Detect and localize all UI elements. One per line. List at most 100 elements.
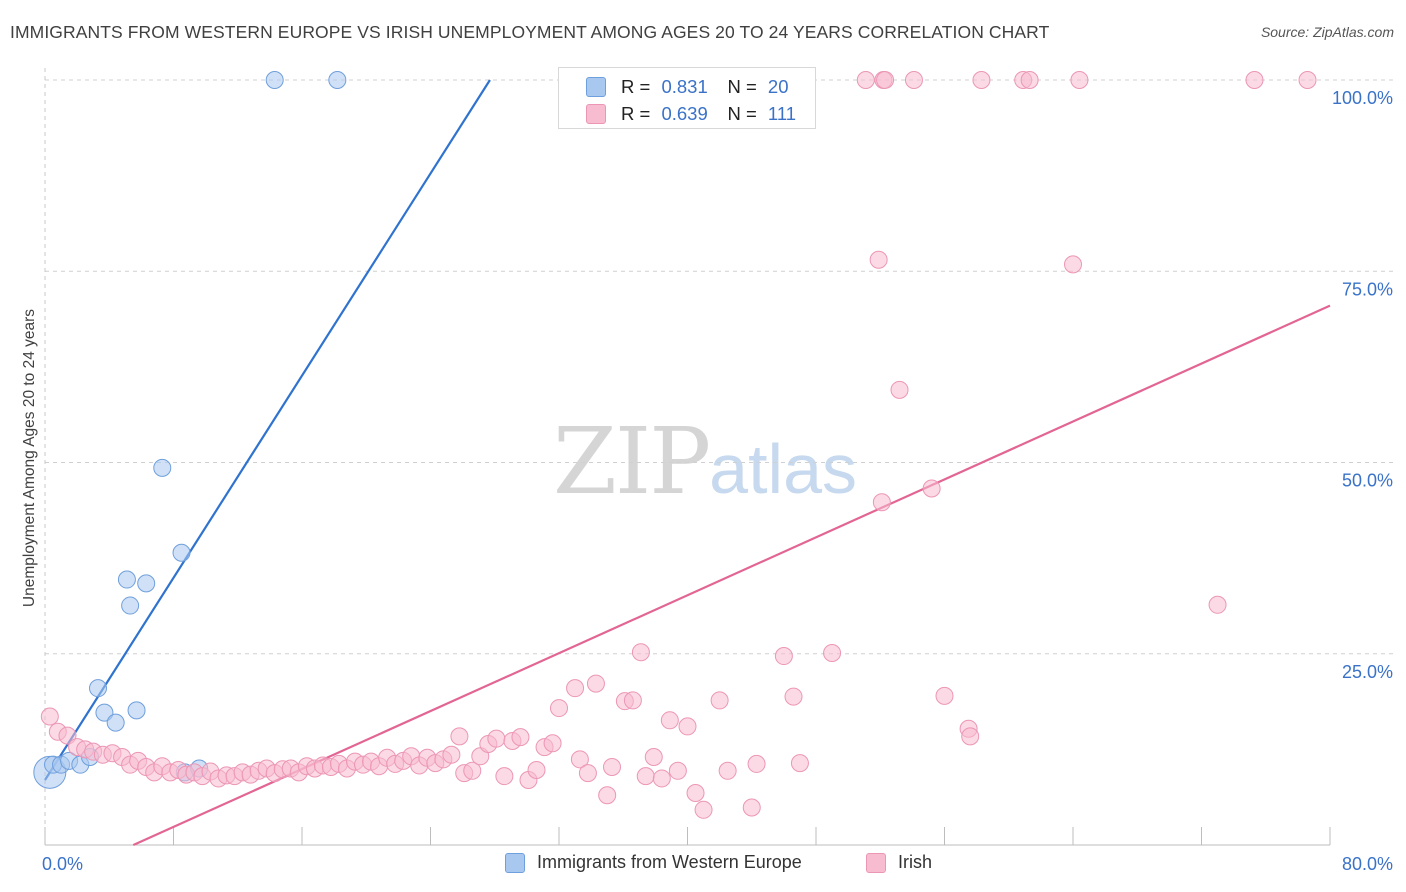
- data-point-western-europe: [117, 570, 136, 589]
- data-point-irish: [631, 643, 650, 662]
- data-point-irish: [1064, 255, 1082, 274]
- data-point-irish: [718, 761, 737, 780]
- data-point-irish: [603, 757, 622, 776]
- chart-title: IMMIGRANTS FROM WESTERN EUROPE VS IRISH …: [10, 22, 1050, 42]
- blue-swatch: [586, 77, 606, 97]
- data-point-irish: [543, 734, 562, 753]
- data-point-irish: [1070, 71, 1089, 89]
- data-point-irish: [890, 380, 909, 399]
- y-tick-label: 25.0%: [1342, 662, 1393, 682]
- data-point-irish: [586, 674, 605, 693]
- data-point-irish: [876, 71, 895, 89]
- data-point-western-europe: [89, 679, 108, 698]
- data-point-irish: [1208, 595, 1227, 614]
- data-point-irish: [823, 643, 842, 662]
- data-point-irish: [774, 647, 793, 666]
- trend-layer: [44, 79, 1331, 847]
- watermark-zip: ZIP: [553, 408, 711, 515]
- x-tick-label-max: 80.0%: [1342, 854, 1393, 874]
- data-point-irish: [742, 798, 761, 817]
- pink-swatch: [586, 104, 606, 124]
- data-point-irish: [442, 745, 461, 764]
- data-point-irish: [668, 761, 687, 780]
- data-point-irish: [694, 800, 713, 819]
- data-point-western-europe: [121, 596, 140, 615]
- data-point-irish: [935, 686, 954, 705]
- watermark: ZIPatlas: [553, 408, 857, 515]
- source-credit: Source: ZipAtlas.com: [1260, 24, 1394, 40]
- n-value: 111: [767, 103, 797, 124]
- legend-label: Immigrants from Western Europe: [537, 852, 802, 872]
- trend-line-western-europe: [44, 79, 491, 781]
- data-point-irish: [856, 71, 875, 89]
- data-point-irish: [904, 71, 923, 89]
- data-point-irish: [872, 493, 891, 512]
- n-value: 20: [767, 76, 789, 97]
- data-point-irish: [511, 728, 530, 747]
- data-point-irish: [598, 786, 617, 805]
- data-point-irish: [495, 767, 514, 786]
- n-label: N =: [727, 76, 757, 97]
- axis-layer: [44, 68, 1331, 846]
- trend-line-irish: [132, 304, 1331, 847]
- stats-row-western-europe: R = 0.831 N = 20: [586, 75, 789, 99]
- data-point-irish: [869, 250, 888, 269]
- series-legend: Immigrants from Western Europe Irish: [0, 852, 1406, 878]
- data-point-irish: [747, 754, 766, 773]
- data-point-irish: [652, 769, 671, 788]
- y-tick-label: 100.0%: [1332, 88, 1393, 108]
- data-point-western-europe: [137, 574, 156, 593]
- x-tick-label-min: 0.0%: [42, 854, 83, 874]
- data-point-western-europe: [172, 543, 191, 562]
- data-point-irish: [550, 699, 568, 718]
- data-point-irish: [450, 727, 469, 746]
- data-point-western-europe: [265, 71, 284, 89]
- data-point-western-europe: [95, 703, 114, 722]
- data-point-irish: [40, 707, 59, 726]
- stats-row-irish: R = 0.639 N = 111: [586, 102, 797, 126]
- data-point-western-europe: [328, 71, 347, 89]
- data-point-irish: [961, 727, 980, 746]
- data-point-irish: [644, 748, 663, 767]
- data-point-irish: [710, 691, 729, 710]
- data-point-irish: [623, 691, 642, 710]
- data-point-western-europe: [153, 458, 172, 477]
- data-point-irish: [972, 71, 991, 89]
- data-point-irish: [487, 729, 506, 748]
- data-point-irish: [790, 754, 809, 773]
- data-point-irish: [636, 767, 655, 786]
- legend-item-irish[interactable]: Irish: [866, 852, 932, 873]
- stats-legend: R = 0.831 N = 20 R = 0.639 N = 111: [558, 67, 816, 129]
- y-tick-label: 75.0%: [1342, 279, 1393, 299]
- data-point-western-europe: [106, 713, 125, 732]
- data-point-irish: [570, 750, 589, 769]
- data-point-irish: [660, 711, 679, 730]
- y-tick-label: 50.0%: [1342, 471, 1393, 491]
- data-point-irish: [578, 764, 597, 783]
- data-point-irish: [686, 783, 705, 802]
- data-point-irish: [922, 479, 941, 498]
- data-point-irish: [678, 717, 697, 736]
- data-point-irish: [1020, 71, 1039, 89]
- r-label: R =: [621, 103, 651, 124]
- point-layer: [33, 71, 1317, 819]
- legend-label: Irish: [898, 852, 933, 872]
- legend-swatch-blue: [505, 852, 525, 873]
- data-point-irish: [784, 687, 803, 706]
- data-point-irish: [58, 726, 77, 745]
- watermark-atlas: atlas: [709, 430, 858, 508]
- data-point-irish: [463, 761, 482, 780]
- r-value: 0.639: [661, 103, 708, 124]
- data-point-irish: [1245, 71, 1264, 89]
- data-point-irish: [1298, 71, 1317, 89]
- data-point-irish: [527, 761, 546, 780]
- legend-swatch-pink: [866, 852, 886, 873]
- legend-item-western-europe[interactable]: Immigrants from Western Europe: [505, 852, 802, 873]
- n-label: N =: [727, 103, 757, 124]
- data-point-irish: [566, 679, 585, 698]
- tick-label-layer: 25.0% 50.0% 75.0% 100.0% 0.0% 80.0%: [42, 88, 1393, 874]
- data-point-western-europe: [127, 701, 146, 720]
- r-label: R =: [621, 76, 651, 97]
- r-value: 0.831: [661, 76, 708, 97]
